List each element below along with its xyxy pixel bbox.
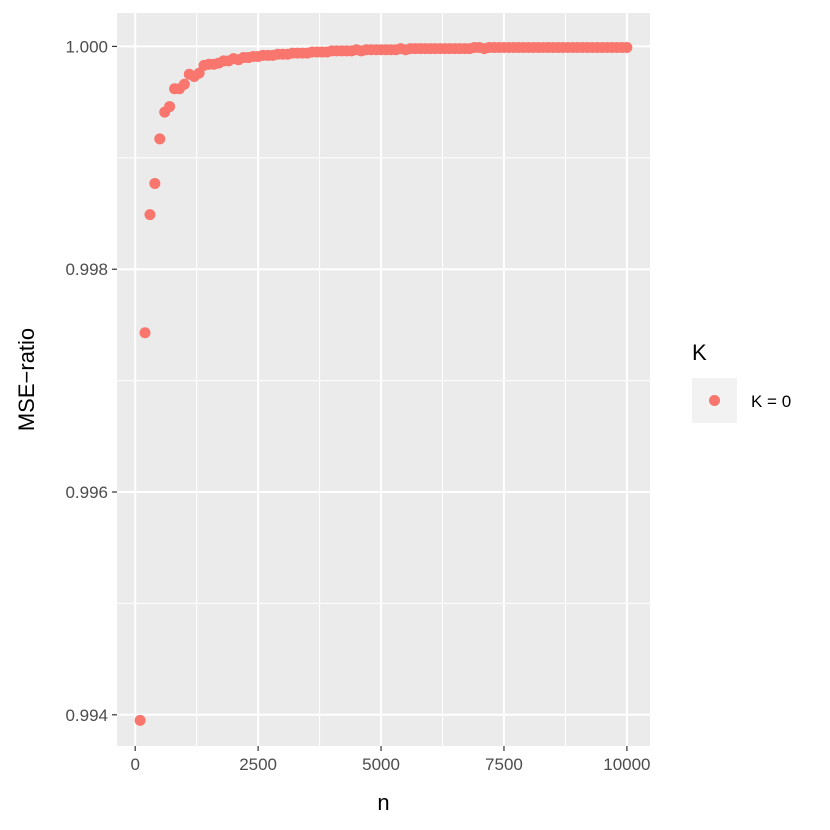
data-point (144, 209, 156, 221)
legend-key-point (709, 395, 720, 406)
legend: K K = 0 (692, 340, 791, 423)
y-tick-label: 0.998 (65, 260, 108, 279)
data-point (178, 78, 190, 90)
minor-gridlines (117, 13, 650, 746)
y-axis-ticks: 0.994 0.996 0.998 1.000 (65, 37, 117, 725)
y-tick-label: 0.996 (65, 483, 108, 502)
data-point (139, 327, 151, 339)
x-axis-ticks: 0 2500 5000 7500 10000 (130, 746, 651, 774)
x-tick-label: 2500 (239, 755, 277, 774)
x-tick-label: 0 (130, 755, 139, 774)
x-tick-label: 10000 (603, 755, 650, 774)
data-point (149, 177, 161, 189)
legend-entry-label: K = 0 (751, 392, 791, 411)
y-tick-label: 1.000 (65, 37, 108, 56)
plot-panel (117, 13, 650, 746)
x-axis-title: n (377, 790, 389, 815)
data-point (154, 133, 166, 145)
y-axis-title: MSE−ratio (14, 328, 39, 431)
y-tick-label: 0.994 (65, 706, 108, 725)
x-tick-label: 5000 (362, 755, 400, 774)
data-points (134, 42, 633, 726)
data-point (621, 42, 633, 54)
data-point (164, 101, 176, 113)
data-point (134, 714, 146, 726)
x-tick-label: 7500 (485, 755, 523, 774)
legend-title: K (692, 340, 707, 365)
